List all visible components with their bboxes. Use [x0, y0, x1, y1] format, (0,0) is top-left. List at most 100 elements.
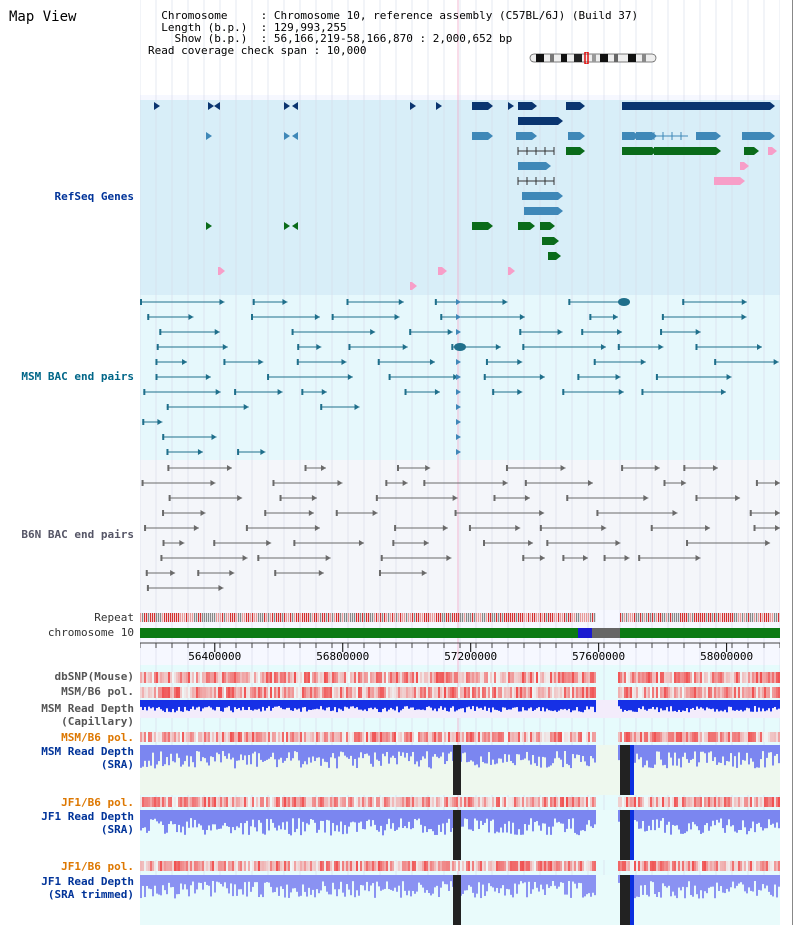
polymorphism-cell — [646, 861, 648, 871]
depth-bar — [662, 700, 664, 711]
depth-bar — [466, 745, 468, 763]
polymorphism-cell — [570, 861, 572, 871]
depth-bar — [484, 810, 486, 823]
depth-bar — [338, 700, 340, 709]
bac-end — [147, 314, 150, 320]
bac-end — [155, 374, 158, 380]
track-label-msm-depth-sra[interactable]: MSM Read Depth (SRA) — [0, 745, 134, 771]
polymorphism-cell — [652, 672, 654, 683]
polymorphism-cell — [238, 687, 240, 698]
polymorphism-cell — [348, 672, 350, 683]
bac-end — [297, 344, 300, 350]
bac-end — [370, 329, 376, 335]
repeat-element — [402, 613, 404, 622]
polymorphism-cell — [154, 672, 156, 683]
polymorphism-cell — [442, 687, 444, 698]
polymorphism-cell — [644, 797, 646, 807]
polymorphism-cell — [534, 861, 536, 871]
genome-browser-canvas[interactable]: 56400000 56800000 57200000 57600000 58000000 — [140, 0, 780, 925]
polymorphism-cell — [368, 732, 370, 742]
polymorphism-cell — [708, 861, 710, 871]
polymorphism-cell — [630, 687, 632, 698]
chromosome-ideogram[interactable] — [528, 52, 660, 64]
gene-exon — [714, 177, 740, 185]
chromosome-bar — [140, 628, 780, 638]
depth-bar — [778, 875, 780, 887]
polymorphism-cell — [474, 672, 476, 683]
track-label-b6n-bac[interactable]: B6N BAC end pairs — [21, 528, 134, 541]
depth-bar — [350, 745, 352, 756]
polymorphism-cell — [296, 797, 298, 807]
polymorphism-cell — [324, 672, 326, 683]
depth-bar — [768, 700, 770, 709]
depth-bar — [774, 810, 776, 828]
polymorphism-cell — [190, 797, 192, 807]
polymorphism-cell — [702, 732, 704, 742]
track-label-refseq[interactable]: RefSeq Genes — [54, 190, 134, 203]
bac-end — [421, 570, 427, 576]
polymorphism-cell — [444, 672, 446, 683]
repeat-element — [158, 613, 160, 622]
track-label-msm-depth-capillary[interactable]: MSM Read Depth (Capillary) — [0, 702, 134, 728]
track-label-jf1-depth-sra[interactable]: JF1 Read Depth (SRA) — [0, 810, 134, 836]
polymorphism-cell — [234, 797, 236, 807]
repeat-element — [356, 613, 358, 622]
depth-bar — [224, 700, 226, 708]
depth-bar — [210, 700, 212, 708]
depth-bar — [650, 810, 652, 831]
polymorphism-cell — [642, 861, 644, 871]
track-label-dbsnp[interactable]: dbSNP(Mouse) — [54, 670, 134, 683]
depth-bar — [166, 810, 168, 833]
track-label-jf1-depth-trimmed[interactable]: JF1 Read Depth (SRA trimmed) — [0, 875, 134, 901]
depth-bar — [586, 875, 588, 895]
polymorphism-cell — [574, 672, 576, 683]
bac-end — [222, 344, 228, 350]
track-label-msm-b6-pol[interactable]: MSM/B6 pol. — [61, 685, 134, 698]
polymorphism-cell — [468, 797, 470, 807]
depth-bar — [152, 810, 154, 820]
depth-bar — [244, 810, 246, 824]
polymorphism-cell — [250, 797, 252, 807]
polymorphism-cell — [518, 732, 520, 742]
track-label-jf1-b6-pol[interactable]: JF1/B6 pol. — [61, 796, 134, 809]
polymorphism-cell — [432, 861, 434, 871]
polymorphism-cell — [358, 732, 360, 742]
depth-bar — [354, 700, 356, 709]
polymorphism-cell — [434, 861, 436, 871]
track-label-msm-b6-pol-2[interactable]: MSM/B6 pol. — [61, 731, 134, 744]
polymorphism-cell — [682, 672, 684, 683]
polymorphism-cell — [278, 797, 280, 807]
depth-bar — [340, 745, 342, 752]
track-label-msm-bac[interactable]: MSM BAC end pairs — [21, 370, 134, 383]
polymorphism-cell — [328, 797, 330, 807]
depth-bar — [482, 810, 484, 826]
depth-bar — [532, 875, 534, 890]
polymorphism-cell — [452, 861, 454, 871]
track-label-jf1-b6-pol-2[interactable]: JF1/B6 pol. — [61, 860, 134, 873]
polymorphism-cell — [498, 797, 500, 807]
polymorphism-cell — [302, 732, 304, 742]
repeat-element — [718, 613, 720, 622]
polymorphism-cell — [182, 861, 184, 871]
depth-bar — [490, 875, 492, 887]
depth-bar — [194, 700, 196, 710]
depth-bar — [720, 745, 722, 763]
depth-bar — [146, 875, 148, 886]
depth-bar — [568, 700, 570, 709]
depth-bar — [292, 810, 294, 819]
repeat-element — [220, 613, 222, 622]
depth-bar — [410, 700, 412, 708]
depth-bar — [640, 810, 642, 829]
polymorphism-cell — [584, 797, 586, 807]
depth-bar — [558, 810, 560, 822]
polymorphism-cell — [338, 687, 340, 698]
gene-exon — [518, 117, 558, 125]
depth-bar — [508, 745, 510, 755]
polymorphism-cell — [708, 797, 710, 807]
repeat-element — [476, 613, 478, 622]
depth-bar — [534, 875, 536, 882]
axis-tick-label: 56800000 — [316, 650, 369, 663]
bac-end — [409, 329, 412, 335]
polymorphism-cell — [672, 672, 674, 683]
depth-bar — [524, 745, 526, 759]
